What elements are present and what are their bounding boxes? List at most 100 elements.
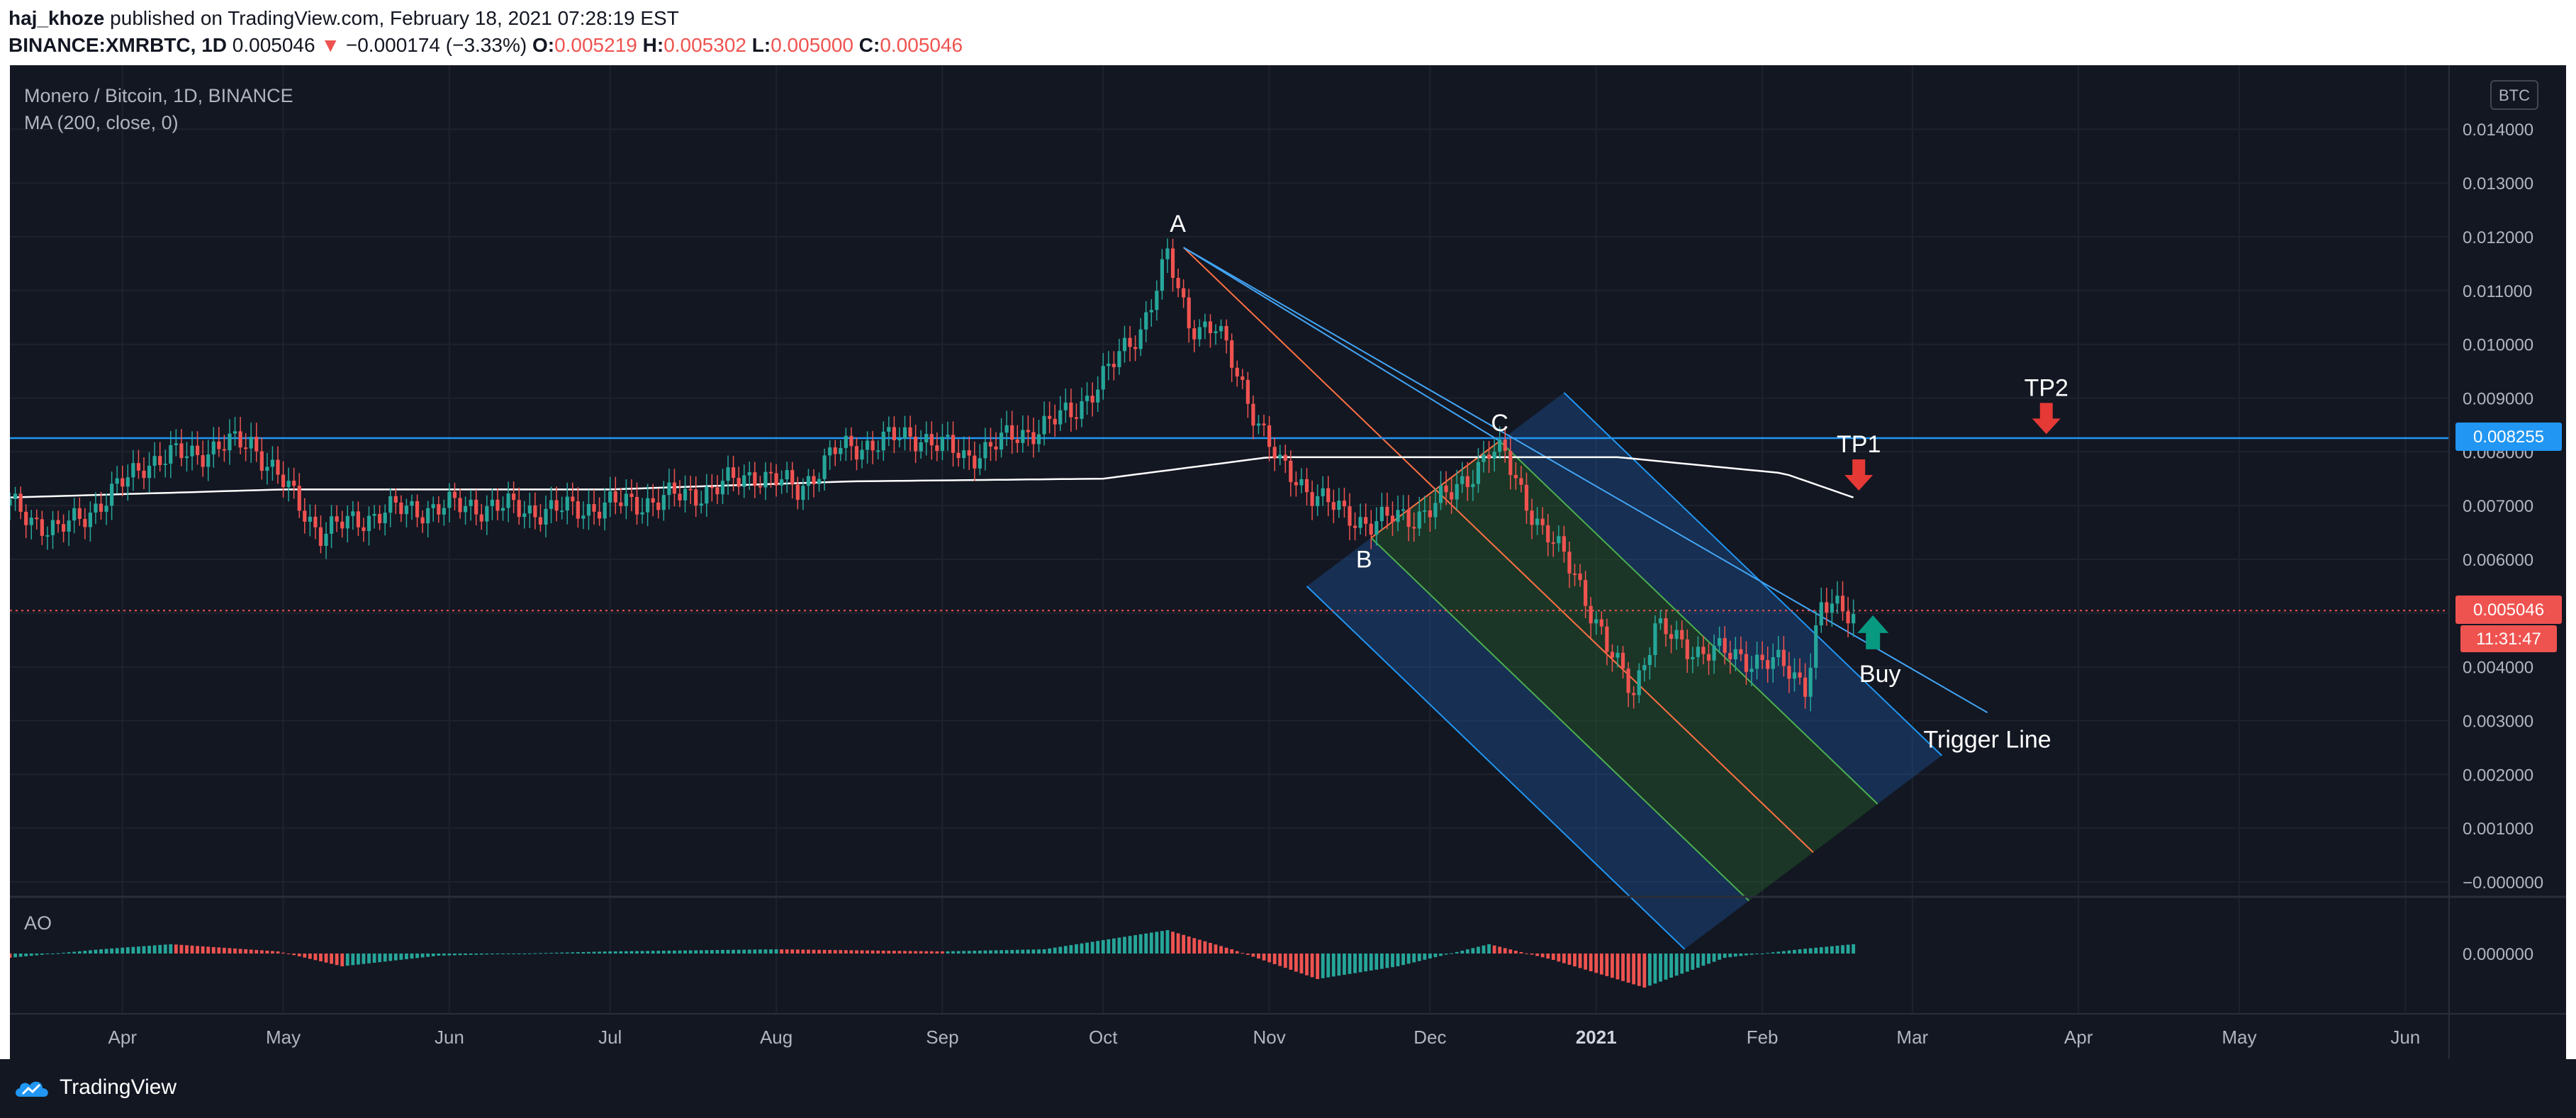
candle-body <box>565 496 569 511</box>
ao-bar <box>1659 954 1662 982</box>
candle-body <box>1744 654 1749 672</box>
candle-body <box>1208 321 1213 333</box>
currency-badge[interactable] <box>2490 80 2538 110</box>
ao-bar <box>1808 948 1813 954</box>
candle-body <box>1107 364 1111 367</box>
author-name[interactable]: haj_khoze <box>9 7 105 29</box>
candle-body <box>1133 347 1138 350</box>
tradingview-logo[interactable]: TradingView <box>13 1073 177 1102</box>
ao-bar <box>608 951 612 954</box>
candle-body <box>447 491 452 508</box>
candle-body <box>1165 248 1170 259</box>
ao-bar <box>924 951 929 954</box>
candle-body <box>1792 672 1797 679</box>
candle-body <box>388 496 393 513</box>
ao-bar <box>104 949 108 954</box>
candle-body <box>768 471 773 474</box>
ao-bar <box>1165 930 1170 954</box>
time-tick-label: May <box>2222 1027 2256 1048</box>
candle-body <box>1562 536 1566 552</box>
time-tick-label: Nov <box>1253 1027 1285 1048</box>
candle-body <box>1214 331 1218 333</box>
price-tick-label: 0.014000 <box>2463 121 2533 140</box>
ao-bar <box>206 946 211 954</box>
candle-body <box>1219 325 1223 332</box>
ao-bar <box>592 951 596 954</box>
price-chart[interactable]: 0.000000 A B C TP1 TP2 Buy Trigger Line 0.0140… <box>10 65 2566 1059</box>
candle-body <box>1669 634 1674 639</box>
candle-body <box>661 495 666 510</box>
candle-body <box>1647 654 1652 666</box>
candle-body <box>1192 328 1197 340</box>
candle-body <box>694 489 698 506</box>
ao-bar <box>769 949 773 954</box>
ao-bar <box>1701 954 1706 966</box>
chart-panel[interactable]: 0.000000 A B C TP1 TP2 Buy Trigger Line 0.0140… <box>10 65 2566 1059</box>
ao-bar <box>319 954 323 961</box>
candle-body <box>1385 506 1389 516</box>
candle-body <box>485 505 489 522</box>
ao-bar <box>795 949 800 954</box>
time-axis[interactable]: Apr May Jun Jul Aug Sep Oct Nov Dec 2021 Feb Mar Apr… <box>108 1027 2421 1048</box>
candle-body <box>1450 492 1454 500</box>
ao-bar <box>1530 954 1534 955</box>
candle-body <box>1326 488 1331 503</box>
ao-bar <box>881 950 885 954</box>
candle-body <box>1610 652 1615 658</box>
drawing-lines <box>10 247 2449 713</box>
candle-body <box>1149 310 1153 313</box>
candle-body <box>474 499 478 515</box>
candle-body <box>1819 602 1823 626</box>
ao-bar <box>587 951 590 954</box>
candle-body <box>1406 509 1411 527</box>
ao-bar <box>62 952 65 954</box>
ao-bar <box>340 954 345 966</box>
candle-body <box>967 450 971 456</box>
candle-body <box>356 511 360 527</box>
ao-bar <box>1299 954 1304 974</box>
candle-body <box>1144 312 1148 330</box>
ao-bar <box>238 949 242 954</box>
ao-bar <box>447 954 452 956</box>
ao-bar <box>710 950 714 954</box>
candle-body <box>1830 603 1834 613</box>
ao-bar <box>67 952 71 954</box>
ao-bar <box>1776 951 1781 954</box>
ao-bar <box>174 944 178 954</box>
time-tick-label: Mar <box>1896 1027 1928 1048</box>
point-b-label: B <box>1356 547 1372 574</box>
ao-bar <box>1417 954 1421 961</box>
ao-bar <box>1128 936 1132 954</box>
candle-body <box>1546 525 1550 543</box>
candle-body <box>404 505 409 515</box>
ao-histogram: 0.000000 <box>10 930 2533 988</box>
candle-body <box>774 473 778 486</box>
candle-body <box>549 500 554 509</box>
candle-body <box>817 479 822 484</box>
ao-bar <box>254 949 259 954</box>
candle-body <box>1396 510 1400 522</box>
ao-bar <box>646 951 650 954</box>
ao-bar <box>598 951 601 954</box>
candle-body <box>50 520 55 535</box>
ao-bar <box>415 954 419 958</box>
candle-body <box>1723 638 1727 653</box>
price-tick-label: 0.006000 <box>2463 551 2533 570</box>
ao-bar <box>855 950 858 954</box>
ao-bar <box>1214 944 1218 954</box>
candle-body <box>956 452 961 459</box>
ao-bar <box>1567 954 1572 965</box>
candle-body <box>951 435 956 453</box>
candle-body <box>544 508 548 525</box>
ao-bar <box>1647 954 1652 986</box>
ao-bar <box>892 951 896 954</box>
ao-bar <box>903 951 907 954</box>
ao-bar <box>121 947 125 954</box>
price-axis[interactable]: 0.014000 0.013000 0.012000 0.011000 0.010000… <box>2463 121 2543 893</box>
candle-body <box>710 486 714 488</box>
candle-body <box>142 470 146 479</box>
ao-bar <box>1852 944 1856 954</box>
candle-body <box>1766 660 1770 669</box>
candle-body <box>83 518 87 527</box>
candle-body <box>1321 488 1325 496</box>
